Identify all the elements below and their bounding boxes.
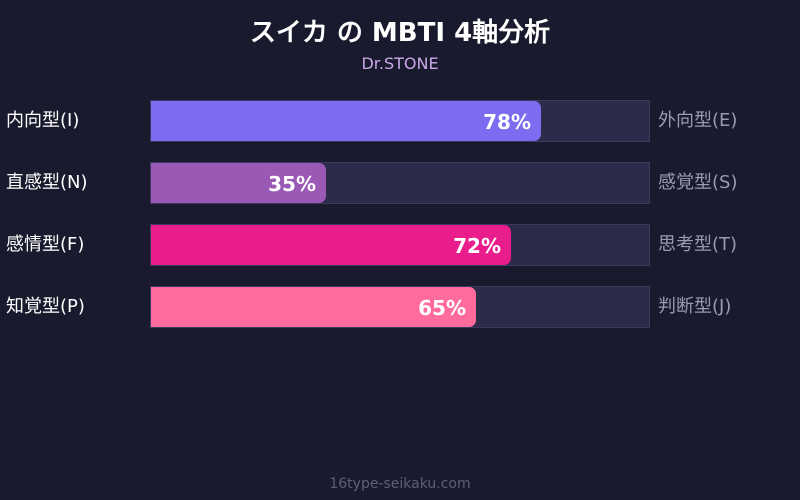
bar-row: 直感型(N) 35% 感覚型(S) bbox=[0, 162, 800, 204]
bar-label-left: 感情型(F) bbox=[6, 234, 85, 255]
bar-label-right: 思考型(T) bbox=[658, 234, 738, 255]
bar-track: 72% bbox=[150, 224, 650, 266]
bar-label-left: 内向型(I) bbox=[6, 110, 80, 131]
bar-row: 感情型(F) 72% 思考型(T) bbox=[0, 224, 800, 266]
bar-fill bbox=[151, 287, 476, 327]
bar-label-left: 知覚型(P) bbox=[6, 296, 85, 317]
bar-label-right: 外向型(E) bbox=[658, 110, 738, 131]
bar-value-label: 35% bbox=[268, 172, 316, 196]
bar-track: 78% bbox=[150, 100, 650, 142]
bar-value-label: 65% bbox=[418, 296, 466, 320]
bar-value-label: 72% bbox=[453, 234, 501, 258]
bar-label-right: 感覚型(S) bbox=[658, 172, 738, 193]
bar-fill bbox=[151, 101, 541, 141]
bar-row: 知覚型(P) 65% 判断型(J) bbox=[0, 286, 800, 328]
chart-title: スイカ の MBTI 4軸分析 bbox=[249, 18, 551, 48]
footer-credit: 16type-seikaku.com bbox=[329, 476, 471, 492]
chart-subtitle: Dr.STONE bbox=[361, 54, 439, 73]
bar-fill bbox=[151, 163, 326, 203]
bar-value-label: 78% bbox=[483, 110, 531, 134]
bar-fill bbox=[151, 225, 511, 265]
bar-label-right: 判断型(J) bbox=[658, 296, 732, 317]
bar-track: 65% bbox=[150, 286, 650, 328]
bar-track: 35% bbox=[150, 162, 650, 204]
bar-label-left: 直感型(N) bbox=[6, 172, 88, 193]
bar-row: 内向型(I) 78% 外向型(E) bbox=[0, 100, 800, 142]
